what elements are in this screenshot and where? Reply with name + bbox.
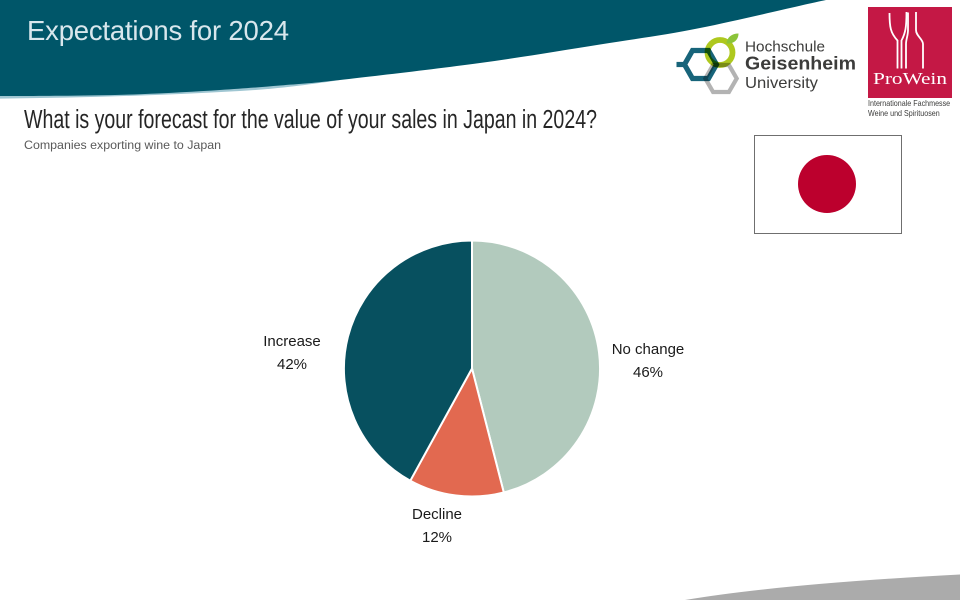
svg-text:Geisenheim: Geisenheim [745, 53, 856, 74]
svg-text:University: University [745, 75, 818, 92]
svg-text:ProWein: ProWein [873, 69, 947, 88]
svg-text:Hochschule: Hochschule [745, 40, 825, 56]
